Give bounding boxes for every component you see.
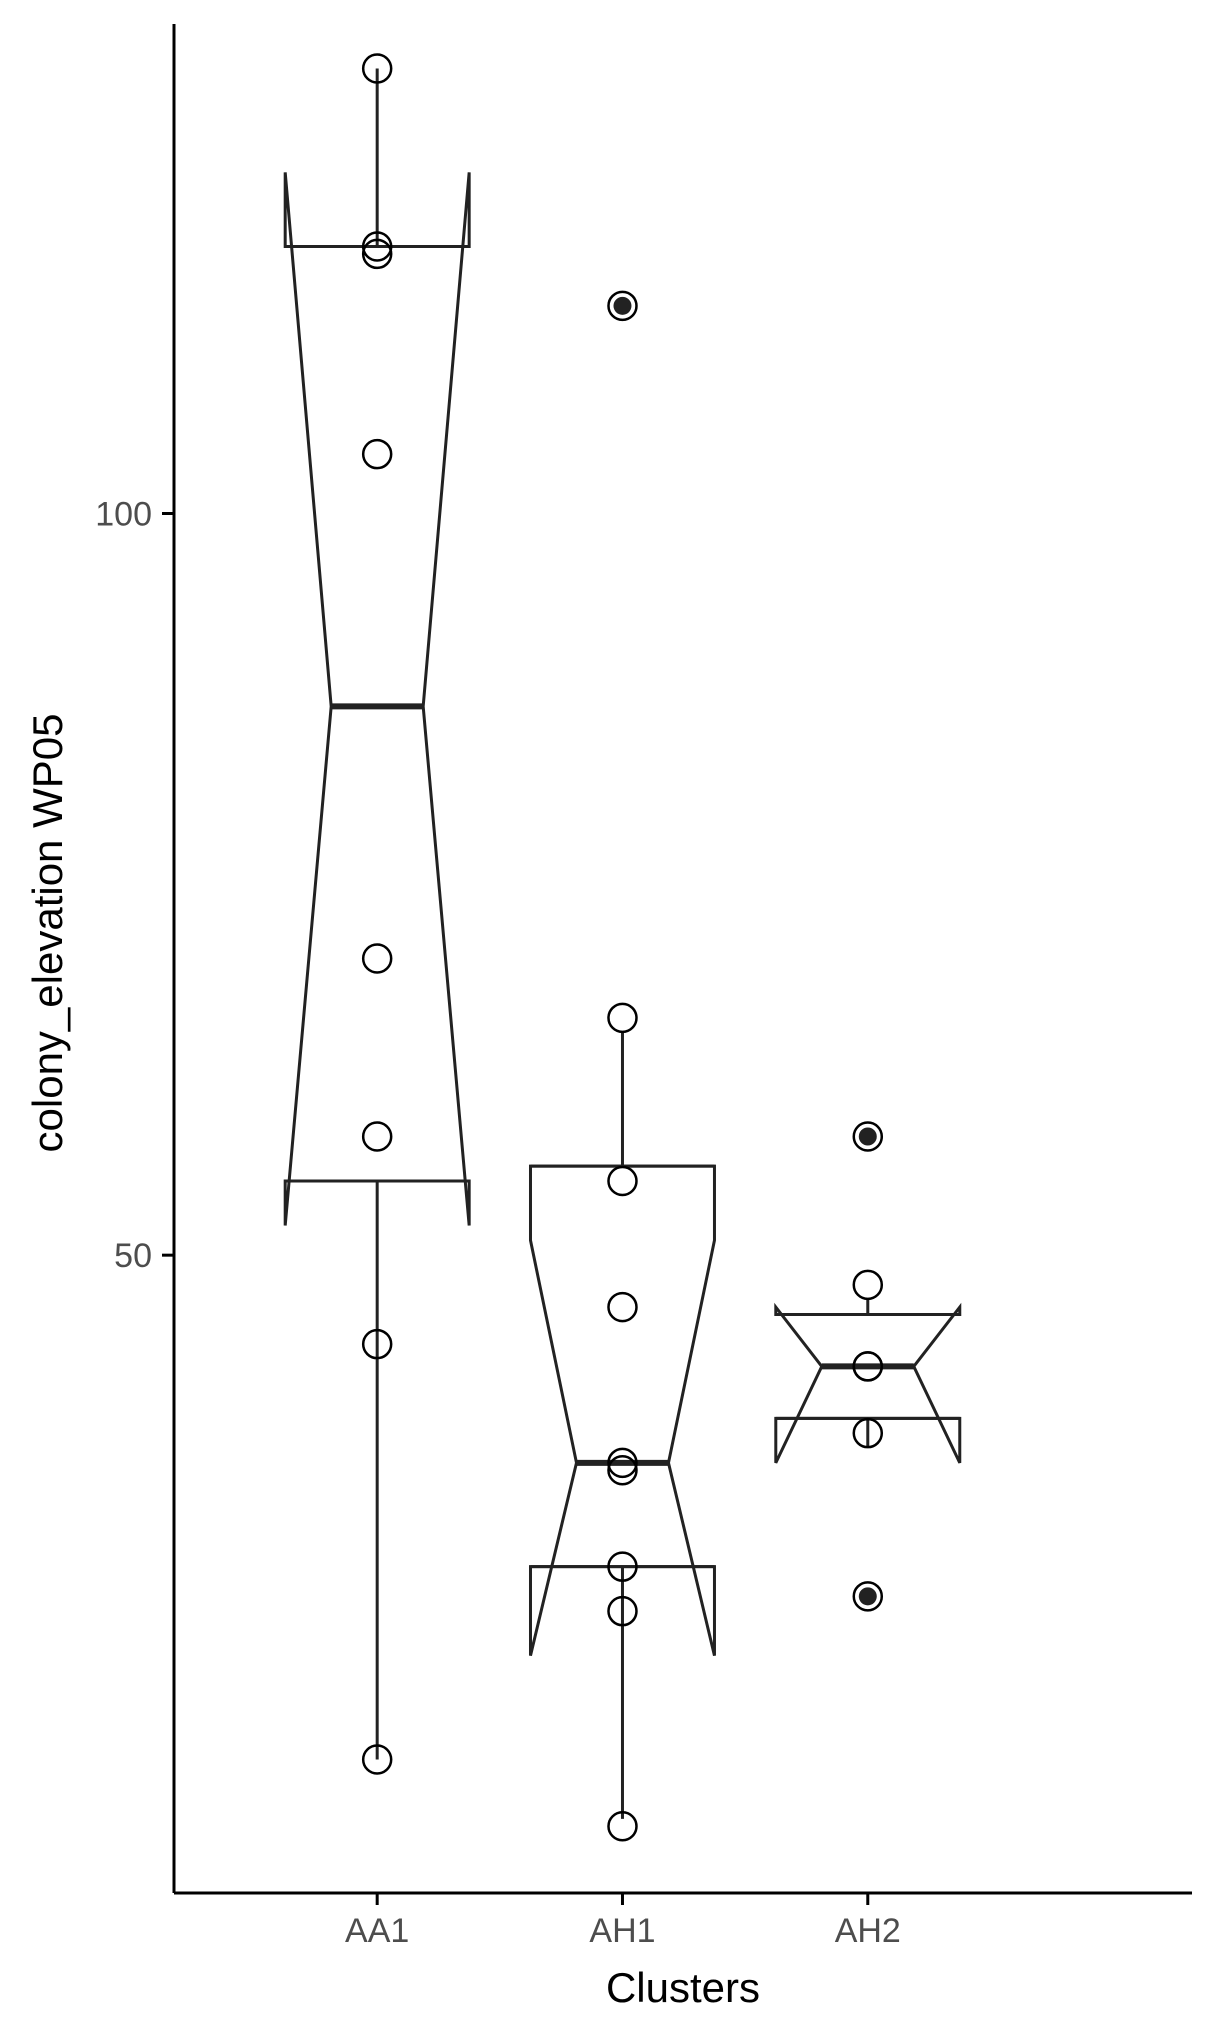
data-point-aa1	[361, 238, 393, 270]
data-point-ah1	[607, 1447, 638, 1479]
y-tick-label: 50	[114, 1237, 152, 1275]
data-point-ah1	[607, 1811, 638, 1842]
data-point-ah1	[607, 1595, 638, 1627]
box-aa1	[283, 68, 471, 1760]
data-point-aa1	[361, 231, 393, 262]
x-tick-label: AA1	[345, 1912, 409, 1950]
data-point-aa1	[361, 1328, 393, 1360]
data-point-ah1	[607, 1551, 638, 1582]
data-point-aa1	[361, 1744, 393, 1775]
x-tick-label: AH2	[835, 1912, 901, 1950]
data-point-ah2	[852, 1417, 884, 1449]
data-point-ah1	[607, 1455, 638, 1486]
data-point-ah2	[852, 1351, 884, 1382]
x-axis-ticks: AA1 AH1 AH2	[345, 1893, 901, 1950]
data-point-ah1	[607, 1165, 638, 1197]
y-axis-title: colony_elevation WP05	[24, 714, 71, 1153]
x-tick-label: AH1	[589, 1912, 655, 1950]
data-point-ah1	[607, 1002, 638, 1034]
data-point-ah1	[607, 290, 638, 322]
data-point-aa1	[361, 438, 393, 470]
y-axis-ticks: 50 100	[95, 496, 174, 1275]
data-point-ah1	[607, 1291, 638, 1323]
data-point-aa1	[361, 943, 393, 974]
outlier-point-ah2	[858, 1127, 877, 1146]
x-axis-title: Clusters	[606, 1964, 760, 2011]
data-point-aa1	[361, 1121, 393, 1152]
box-ah1	[528, 1032, 716, 1819]
box-ah2	[774, 1299, 962, 1464]
data-point-ah2	[852, 1581, 884, 1612]
y-tick-label: 100	[95, 496, 152, 534]
data-point-ah2	[852, 1121, 884, 1152]
plot-area	[283, 53, 962, 1842]
outlier-point-ah1	[613, 296, 632, 315]
outlier-point-ah2	[858, 1587, 877, 1606]
data-point-ah2	[852, 1269, 884, 1301]
notched-box	[283, 172, 471, 1226]
data-point-aa1	[361, 53, 393, 84]
